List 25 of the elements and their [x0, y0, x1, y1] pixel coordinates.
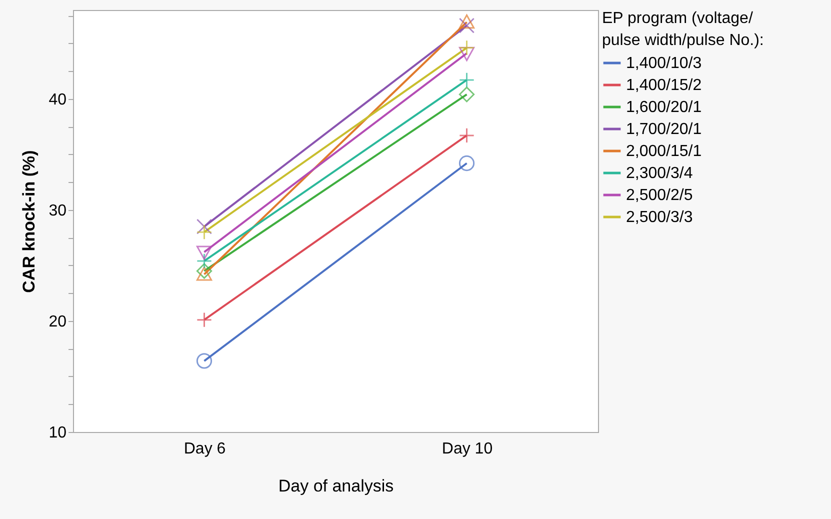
legend-label: 2,500/3/3	[626, 209, 693, 226]
point	[196, 312, 212, 328]
legend-label: 1,700/20/1	[626, 121, 702, 138]
y-tick-label: 40	[48, 91, 67, 108]
legend-label: 2,500/2/5	[626, 187, 693, 204]
point	[196, 224, 212, 240]
y-axis-title: CAR knock-in (%)	[20, 150, 39, 293]
y-tick-label: 30	[48, 202, 67, 220]
legend-label: 1,400/15/2	[626, 77, 702, 94]
point	[458, 155, 475, 172]
y-tick-label: 10	[48, 424, 67, 442]
x-tick-label: Day 10	[442, 440, 493, 458]
point	[458, 72, 475, 88]
point	[458, 128, 475, 144]
point	[196, 353, 212, 369]
point	[458, 86, 475, 102]
legend-label: 1,400/10/3	[626, 55, 702, 72]
x-axis-title: Day of analysis	[278, 476, 394, 496]
legend-title: EP program (voltage/pulse width/pulse No.):	[602, 10, 764, 49]
legend-label: 1,600/20/1	[626, 99, 702, 116]
legend-label: 2,000/15/1	[626, 143, 702, 160]
legend-label: 2,300/3/4	[626, 165, 693, 182]
point	[196, 218, 212, 234]
y-tick-label: 20	[48, 313, 67, 330]
x-tick-label: Day 6	[184, 440, 226, 458]
